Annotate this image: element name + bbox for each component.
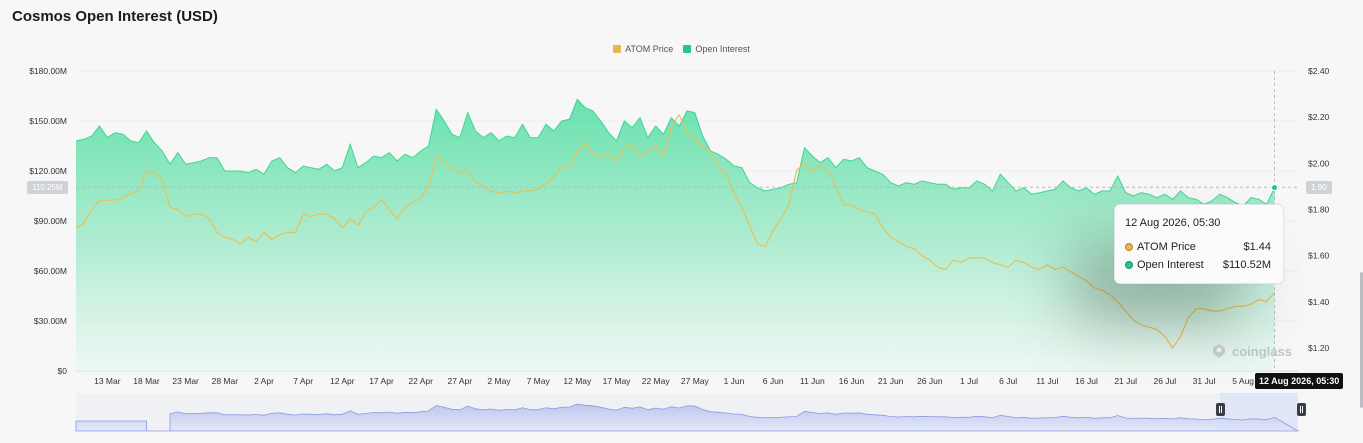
y-left-tick-label: $30.00M <box>34 316 67 326</box>
open-interest-line <box>75 98 1275 207</box>
open-interest-area <box>76 99 1275 372</box>
tooltip-name-open-interest: Open Interest <box>1137 259 1204 271</box>
x-axis: 13 Mar 18 Mar 23 Mar 28 Mar 2 Apr 7 Apr 12 Apr… <box>94 376 1254 386</box>
watermark: coinglass <box>1210 342 1292 360</box>
x-tick-label: 22 Apr <box>408 376 433 386</box>
y-right-tick-label: $2.00 <box>1308 158 1330 168</box>
y-axis-right: $1.20 $1.40 $1.60 $1.80 $2.00 $2.20 $2.40 <box>1308 66 1330 353</box>
x-tick-label: 21 Jul <box>1114 376 1137 386</box>
tooltip-name-atom-price: ATOM Price <box>1137 241 1196 253</box>
tooltip-value-atom-price: $1.44 <box>1243 241 1271 253</box>
navigator-handle-left[interactable] <box>1216 403 1225 416</box>
tooltip-dot-open-interest <box>1125 261 1133 269</box>
x-tick-label: 21 Jun <box>878 376 904 386</box>
x-tick-label: 7 Apr <box>293 376 313 386</box>
tooltip-row-atom-price: ATOM Price $1.44 <box>1125 241 1271 253</box>
x-tick-label: 27 Apr <box>448 376 473 386</box>
y-right-tick-label: $1.60 <box>1308 251 1330 261</box>
crosshair-left-value: 110.25M <box>27 181 68 194</box>
legend-item-atom-price[interactable]: ATOM Price <box>613 44 673 54</box>
x-tick-label: 27 May <box>681 376 710 386</box>
x-tick-label: 5 Aug <box>1232 376 1254 386</box>
chart-title: Cosmos Open Interest (USD) <box>12 8 218 25</box>
tooltip: 12 Aug 2026, 05:30 ATOM Price $1.44 Open… <box>1114 204 1284 284</box>
legend-label-open-interest: Open Interest <box>695 44 750 54</box>
x-tick-label: 11 Jun <box>800 376 825 386</box>
navigator-handle-right[interactable] <box>1297 403 1306 416</box>
tooltip-dot-atom-price <box>1125 243 1133 251</box>
y-left-tick-label: $90.00M <box>34 216 67 226</box>
legend-label-atom-price: ATOM Price <box>625 44 674 54</box>
x-tick-label: 23 Mar <box>172 376 199 386</box>
x-tick-label: 1 Jul <box>960 376 978 386</box>
y-left-tick-label: $120.00M <box>29 166 67 176</box>
tooltip-date: 12 Aug 2026, 05:30 <box>1125 217 1221 229</box>
x-tick-label: 28 Mar <box>212 376 239 386</box>
y-left-tick-label: $0 <box>58 366 68 376</box>
x-tick-label: 12 Apr <box>330 376 355 386</box>
plot-area <box>75 98 1275 372</box>
x-tick-label: 6 Jun <box>763 376 784 386</box>
x-tick-label: 16 Jun <box>839 376 865 386</box>
x-tick-label: 22 May <box>642 376 671 386</box>
y-right-tick-label: $2.40 <box>1308 66 1330 76</box>
x-tick-label: 6 Jul <box>999 376 1017 386</box>
y-axis-left: $0 $30.00M $60.00M $90.00M $120.00M $150.00M $… <box>29 66 67 376</box>
x-tick-label: 18 Mar <box>133 376 160 386</box>
x-tick-label: 12 May <box>563 376 592 386</box>
legend-swatch-atom-price <box>613 45 622 53</box>
x-tick-label: 17 Apr <box>369 376 394 386</box>
x-tick-label: 26 Jun <box>917 376 943 386</box>
navigator-series <box>75 403 1300 432</box>
x-tick-label: 13 Mar <box>94 376 121 386</box>
tooltip-value-open-interest: $110.52M <box>1222 259 1271 271</box>
x-tick-label: 26 Jul <box>1153 376 1176 386</box>
open-interest-hover-marker <box>1271 184 1278 192</box>
y-right-tick-label: $1.40 <box>1308 297 1330 307</box>
y-right-tick-label: $2.20 <box>1308 112 1330 122</box>
y-right-tick-label: $1.20 <box>1308 343 1330 353</box>
watermark-text: coinglass <box>1232 343 1292 359</box>
x-tick-label: 16 Jul <box>1075 376 1098 386</box>
x-tick-label: 7 May <box>527 376 551 386</box>
tooltip-row-open-interest: Open Interest $110.52M <box>1125 259 1271 271</box>
x-tick-label: 2 May <box>487 376 511 386</box>
atom-price-line <box>75 114 1275 349</box>
y-left-tick-label: $180.00M <box>29 66 67 76</box>
crosshair-date-badge: 12 Aug 2026, 05:30 <box>1255 373 1344 389</box>
legend-item-open-interest[interactable]: Open Interest <box>683 44 750 54</box>
legend-swatch-open-interest <box>683 45 692 53</box>
x-tick-label: 17 May <box>603 376 632 386</box>
x-tick-label: 1 Jun <box>724 376 745 386</box>
y-left-tick-label: $150.00M <box>29 116 67 126</box>
crosshair-right-value: 1.90 <box>1306 181 1332 194</box>
x-tick-label: 11 Jul <box>1036 376 1058 386</box>
x-tick-label: 31 Jul <box>1193 376 1216 386</box>
y-right-tick-label: $1.80 <box>1308 204 1330 214</box>
coinglass-logo-icon <box>1213 344 1225 358</box>
page-scrollbar[interactable] <box>1360 272 1363 408</box>
legend: ATOM Price Open Interest <box>0 44 1363 54</box>
range-navigator[interactable] <box>75 393 1300 432</box>
x-tick-label: 2 Apr <box>254 376 274 386</box>
y-left-tick-label: $60.00M <box>34 266 67 276</box>
